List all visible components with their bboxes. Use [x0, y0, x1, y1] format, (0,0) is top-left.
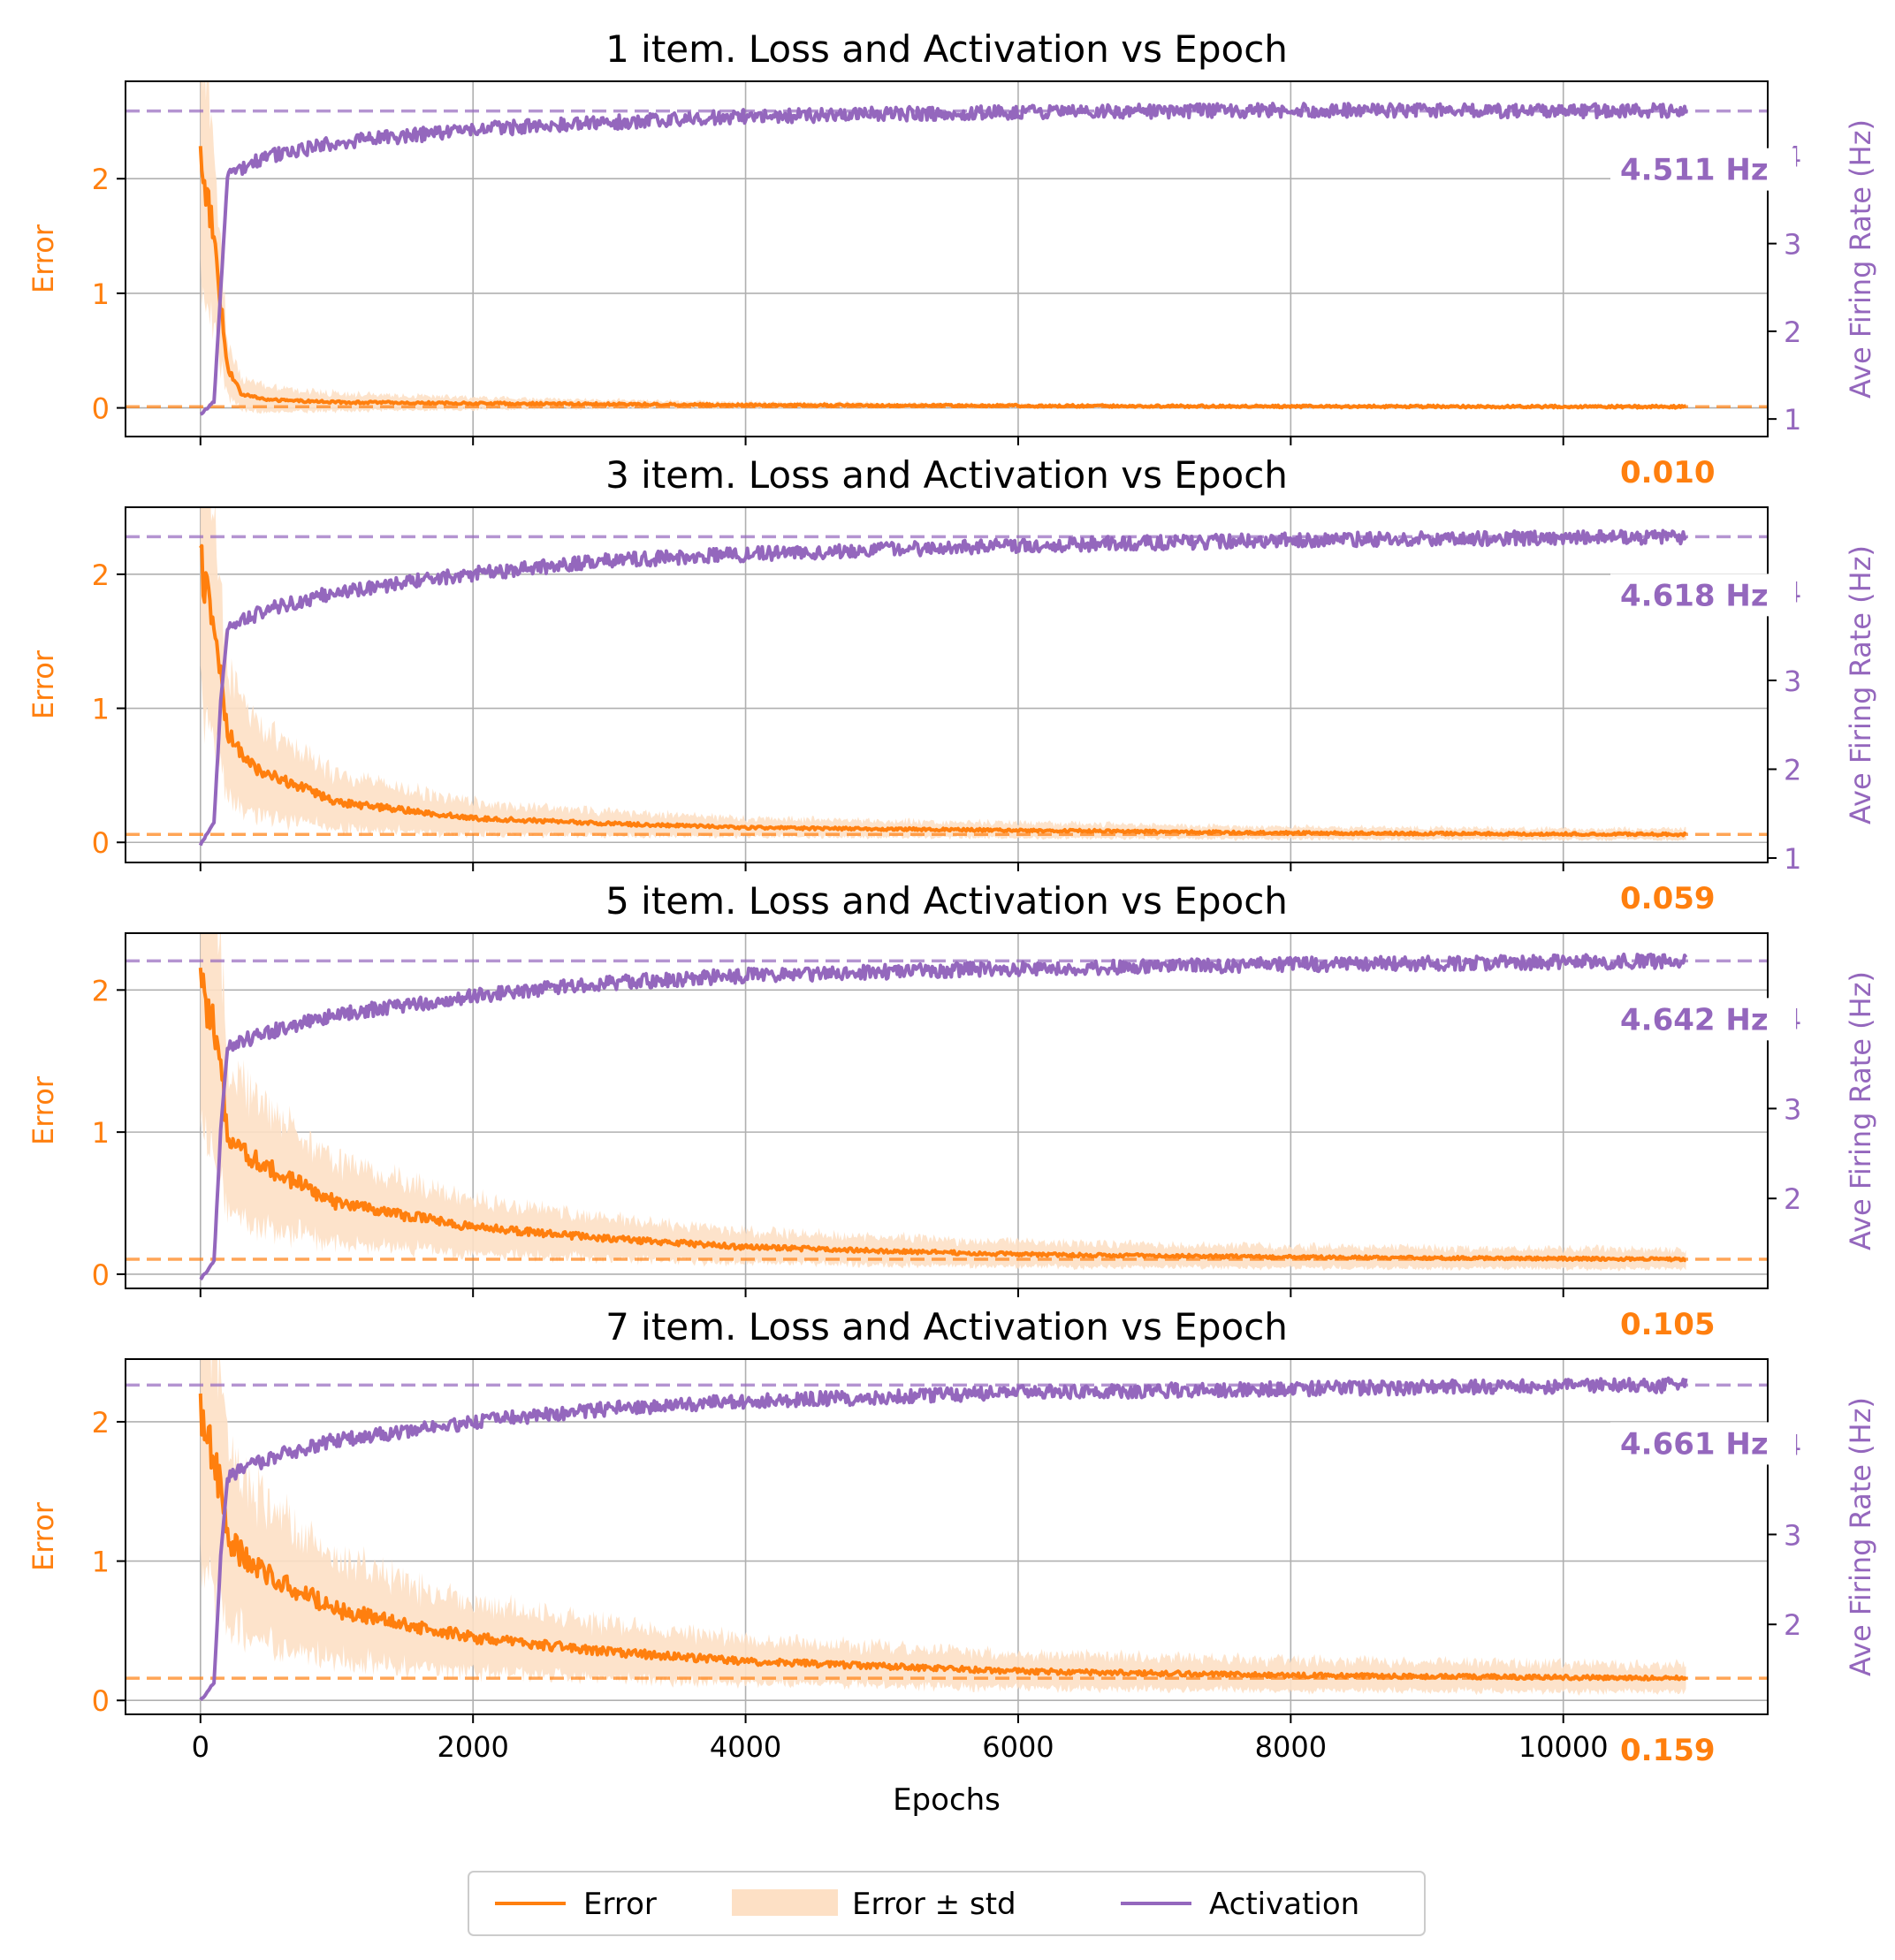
- y-right-tick-label: 3: [1784, 665, 1801, 698]
- error-annotation-box: [1610, 1723, 1734, 1766]
- x-tick-label: 10000: [1518, 1730, 1609, 1764]
- x-axis-label: Epochs: [893, 1782, 1001, 1818]
- grid: [126, 507, 1768, 862]
- y-left-tick-label: 1: [92, 277, 110, 311]
- activation-annotation-box: [1610, 148, 1796, 191]
- legend-patch-swatch: [732, 1889, 838, 1916]
- error-annotation-box: [1610, 445, 1734, 488]
- y-left-tick-label: 2: [92, 558, 110, 592]
- chart-title: 5 item. Loss and Activation vs Epoch: [605, 879, 1288, 923]
- final-error-annotation: 0.010: [1620, 455, 1716, 490]
- error-std-band: [200, 933, 1686, 1272]
- y-left-tick-label: 0: [92, 1258, 110, 1292]
- activation-series-line: [200, 102, 1688, 416]
- error-std-band: [200, 1359, 1686, 1696]
- legend-item-error-std: Error ± std: [732, 1887, 1016, 1922]
- plot-area: [126, 933, 1768, 1281]
- y-left-axis-label: Error: [27, 1075, 60, 1145]
- final-error-annotation: 0.159: [1620, 1733, 1716, 1768]
- final-activation-annotation: 4.642 Hz: [1620, 1002, 1769, 1037]
- legend-box: [468, 1871, 1426, 1936]
- x-tick-label: 2000: [437, 1730, 508, 1764]
- legend-label: Activation: [1209, 1887, 1359, 1922]
- x-tick-label: 4000: [710, 1730, 781, 1764]
- final-activation-annotation: 4.661 Hz: [1620, 1426, 1769, 1462]
- y-right-tick-label: 1: [1784, 403, 1801, 437]
- activation-annotation-box: [1610, 574, 1796, 617]
- axes-frame: [125, 1358, 1769, 1715]
- y-right-tick-label: 3: [1784, 1518, 1801, 1552]
- chart-title: 7 item. Loss and Activation vs Epoch: [605, 1305, 1288, 1348]
- grid: [126, 81, 1768, 437]
- error-std-band: [200, 507, 1686, 842]
- x-tick-label: 8000: [1255, 1730, 1327, 1764]
- chart-title: 1 item. Loss and Activation vs Epoch: [605, 27, 1288, 71]
- y-right-axis-label: Ave Firing Rate (Hz): [1844, 971, 1877, 1250]
- error-series-line: [198, 146, 1686, 410]
- x-tick-label: 0: [192, 1730, 209, 1764]
- y-right-tick-label: 2: [1784, 753, 1801, 786]
- y-left-axis-label: Error: [27, 650, 60, 719]
- y-left-axis-label: Error: [27, 224, 60, 293]
- y-left-tick-label: 2: [92, 163, 110, 196]
- chart-panel-2: 01212343 item. Loss and Activation vs Ep…: [27, 453, 1877, 916]
- final-activation-annotation: 4.618 Hz: [1620, 578, 1769, 613]
- error-series-line: [198, 1393, 1688, 1682]
- y-right-tick-label: 2: [1784, 1182, 1801, 1216]
- y-left-tick-label: 1: [92, 1116, 110, 1150]
- final-error-annotation: 0.059: [1620, 881, 1716, 916]
- axes-frame: [125, 80, 1769, 437]
- legend-label: Error ± std: [852, 1887, 1016, 1922]
- y-right-tick-label: 1: [1784, 842, 1801, 876]
- x-tick-label: 6000: [982, 1730, 1054, 1764]
- error-series-line: [198, 967, 1686, 1263]
- axes-frame: [125, 932, 1769, 1289]
- plot-area: [126, 507, 1768, 847]
- y-left-tick-label: 0: [92, 826, 110, 860]
- legend-item-activation: Activation: [1121, 1887, 1359, 1922]
- legend: Error Error ± std Activation: [468, 1871, 1426, 1936]
- y-right-axis-label: Ave Firing Rate (Hz): [1844, 1397, 1877, 1676]
- chart-panel-4: 02000400060008000100000122347 item. Loss…: [27, 1305, 1877, 1818]
- plot-area: [126, 1359, 1768, 1701]
- y-right-tick-label: 2: [1784, 315, 1801, 349]
- final-error-annotation: 0.105: [1620, 1307, 1716, 1342]
- y-right-tick-label: 3: [1784, 1092, 1801, 1126]
- y-left-tick-label: 2: [92, 974, 110, 1007]
- chart-panel-3: 0122345 item. Loss and Activation vs Epo…: [27, 879, 1877, 1342]
- activation-annotation-box: [1610, 1422, 1796, 1465]
- y-left-tick-label: 1: [92, 1546, 110, 1579]
- error-annotation-box: [1610, 871, 1734, 914]
- y-right-tick-label: 2: [1784, 1608, 1801, 1642]
- y-left-tick-label: 0: [92, 1684, 110, 1718]
- y-left-tick-label: 0: [92, 392, 110, 426]
- y-right-axis-label: Ave Firing Rate (Hz): [1844, 545, 1877, 824]
- chart-title: 3 item. Loss and Activation vs Epoch: [605, 453, 1288, 497]
- final-activation-annotation: 4.511 Hz: [1620, 153, 1769, 188]
- activation-annotation-box: [1610, 998, 1796, 1041]
- legend-item-error: Error: [495, 1887, 657, 1922]
- activation-series-line: [199, 952, 1688, 1281]
- y-right-axis-label: Ave Firing Rate (Hz): [1844, 119, 1877, 399]
- error-annotation-box: [1610, 1297, 1734, 1340]
- y-left-axis-label: Error: [27, 1501, 60, 1571]
- error-series-line: [199, 543, 1687, 838]
- activation-series-line: [198, 528, 1688, 847]
- legend-label: Error: [583, 1887, 657, 1922]
- plot-area: [126, 81, 1768, 416]
- y-right-tick-label: 3: [1784, 228, 1801, 262]
- chart-panel-1: 01212341 item. Loss and Activation vs Ep…: [27, 27, 1877, 490]
- axes-frame: [125, 506, 1769, 863]
- y-left-tick-label: 2: [92, 1406, 110, 1440]
- activation-series-line: [199, 1376, 1688, 1701]
- y-left-tick-label: 1: [92, 693, 110, 726]
